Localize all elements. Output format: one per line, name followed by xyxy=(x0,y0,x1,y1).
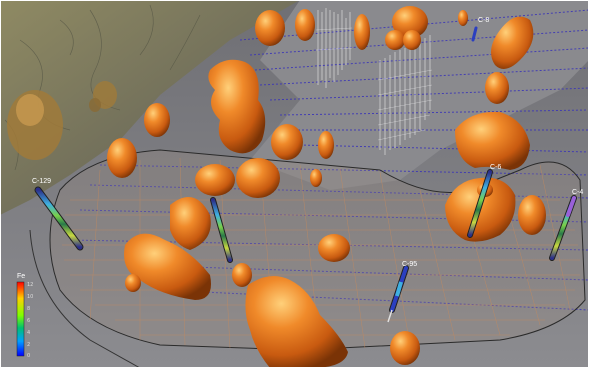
legend-tick: 10 xyxy=(27,294,33,300)
legend-tick: 8 xyxy=(27,306,30,312)
legend-title: Fe xyxy=(17,273,25,280)
drillhole-mid xyxy=(210,197,233,263)
drillhole-label-c95: C-95 xyxy=(402,261,417,268)
legend-tick: 4 xyxy=(27,330,30,336)
drillhole-c129: C-129 xyxy=(32,178,84,251)
drillhole-c6: C-6 xyxy=(467,164,501,238)
legend-tick: 2 xyxy=(27,342,30,348)
drillhole-c4: C-4 xyxy=(549,189,583,261)
fe-legend: Fe 12 10 8 6 4 2 0 xyxy=(16,273,33,359)
legend-colorbar xyxy=(16,281,25,357)
white-vertical-mesh xyxy=(317,8,431,155)
legend-tick: 0 xyxy=(27,353,30,359)
drillhole-label-c129: C-129 xyxy=(32,178,51,185)
drillhole-label-c6: C-6 xyxy=(490,164,501,171)
drillhole-label-c4: C-4 xyxy=(572,189,583,196)
basin-outline xyxy=(29,229,141,368)
legend-tick: 12 xyxy=(27,282,33,288)
drillhole-c95: C-95 xyxy=(387,261,417,323)
topography-bumps xyxy=(7,81,117,160)
drillhole-c8-top: C-8 xyxy=(471,17,489,42)
drillhole-label-c8: C-8 xyxy=(478,17,489,24)
white-mesh-horizontals xyxy=(315,27,433,141)
drillholes: C-129 C-6 C-4 C-95 C-8 xyxy=(32,17,583,323)
legend-tick: 6 xyxy=(27,318,30,324)
topography-surface xyxy=(0,0,300,215)
